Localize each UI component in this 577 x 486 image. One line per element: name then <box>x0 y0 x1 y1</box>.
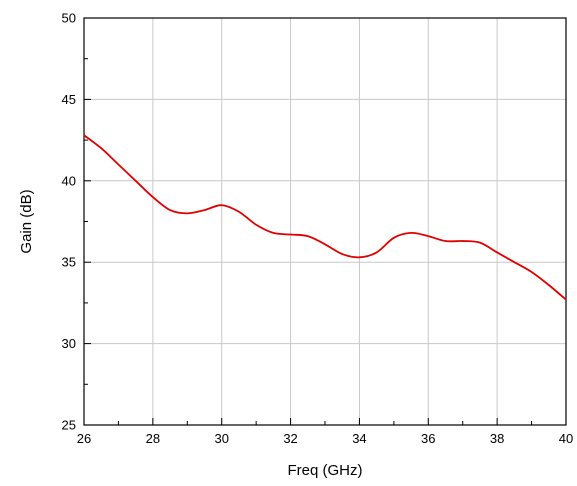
y-axis-title: Gain (dB) <box>18 189 35 253</box>
y-tick-label: 50 <box>62 11 76 26</box>
y-tick-label: 30 <box>62 336 76 351</box>
y-tick-label: 35 <box>62 255 76 270</box>
x-axis-title: Freq (GHz) <box>288 462 363 479</box>
gain-series-line <box>83 134 567 301</box>
x-tick-label: 26 <box>77 431 91 446</box>
x-tick-label: 32 <box>283 431 297 446</box>
x-tick-label: 36 <box>421 431 435 446</box>
y-tick-label: 40 <box>62 173 76 188</box>
x-tick-label: 40 <box>559 431 573 446</box>
x-tick-label: 30 <box>214 431 228 446</box>
x-tick-label: 34 <box>352 431 366 446</box>
tick-labels: 26 28 30 32 34 36 38 40 25 30 35 40 45 50 <box>62 11 574 447</box>
x-tick-label: 28 <box>146 431 160 446</box>
grid <box>83 17 567 426</box>
x-tick-label: 38 <box>490 431 504 446</box>
y-tick-label: 45 <box>62 92 76 107</box>
plot-frame <box>83 17 567 426</box>
series-layer <box>83 134 567 301</box>
y-tick-label: 25 <box>62 418 76 433</box>
axis-ticks <box>83 17 567 426</box>
